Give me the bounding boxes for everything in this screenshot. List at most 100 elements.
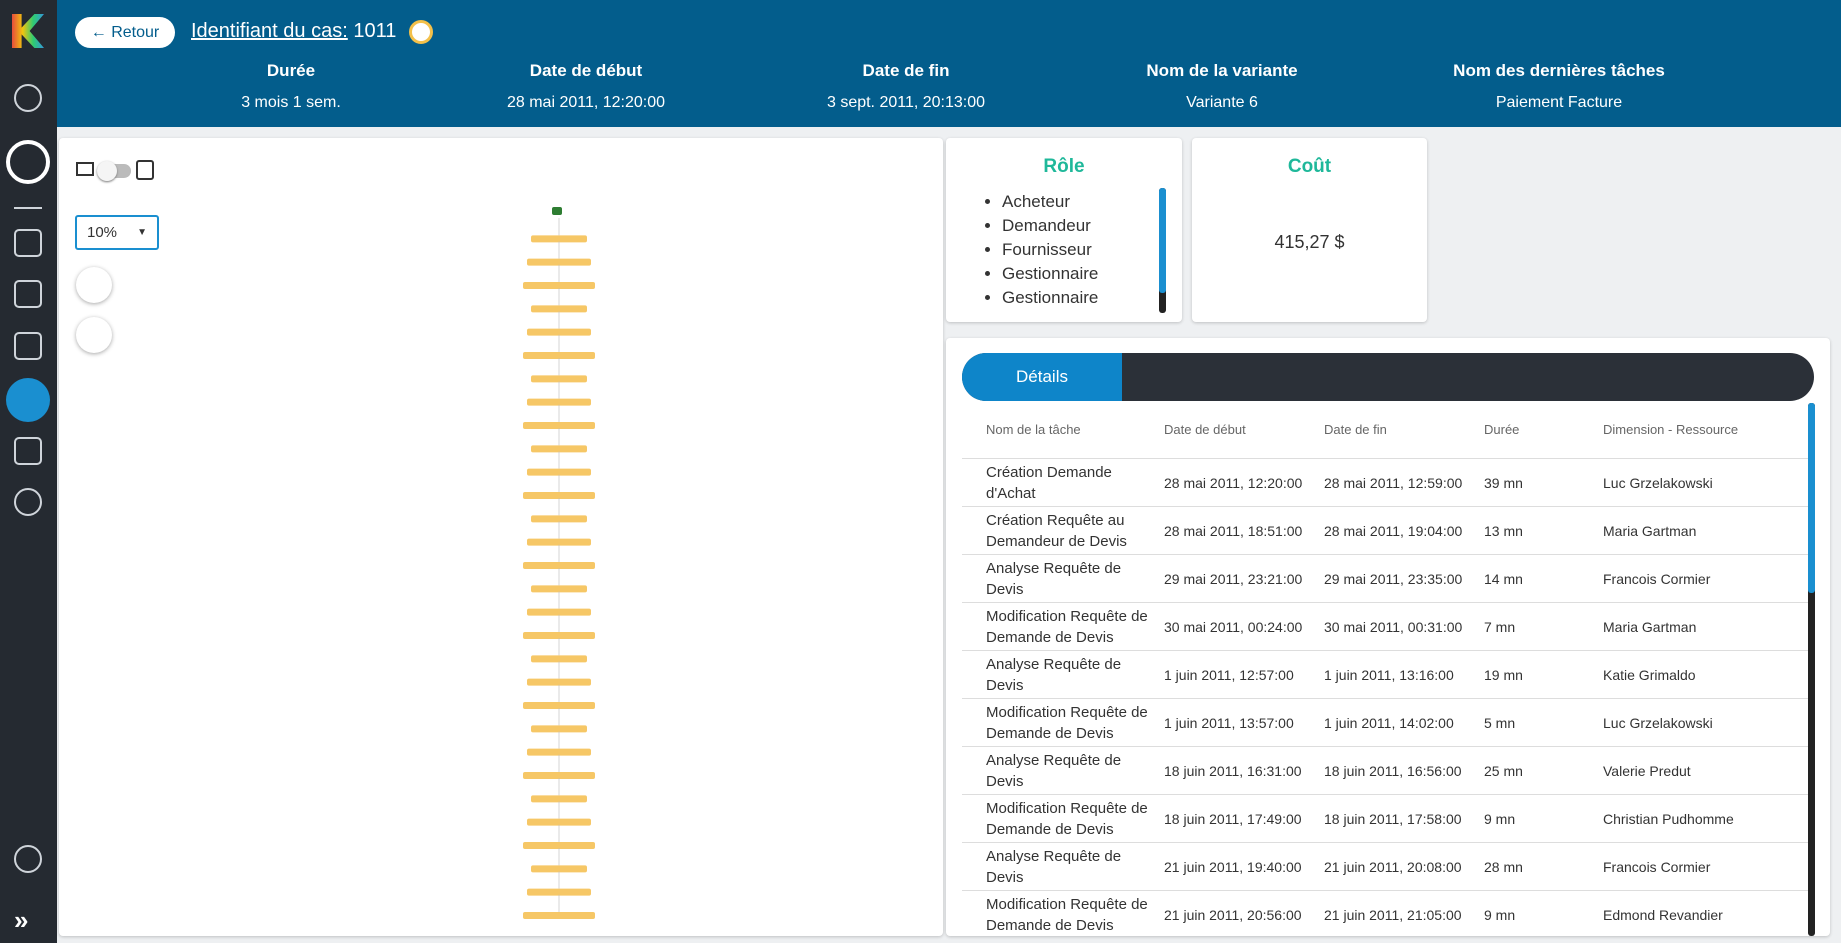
task-node xyxy=(531,375,587,383)
logo xyxy=(12,14,44,48)
nav-dashboard[interactable] xyxy=(14,229,42,257)
task-node xyxy=(527,888,591,896)
table-row: Analyse Requête de Devis 29 mai 2011, 23:… xyxy=(946,555,1830,603)
table-cell: 1 juin 2011, 14:02:00 xyxy=(1324,714,1454,731)
table-row: Modification Requête de Demande de Devis… xyxy=(946,795,1830,843)
row-divider xyxy=(962,842,1814,843)
column-header: Dimension - Ressource xyxy=(1603,422,1739,437)
details-panel: Détails Nom de la tâche Date de début Date… xyxy=(946,338,1830,936)
table-cell: Création Requête au Demandeur de Devis xyxy=(986,512,1127,550)
details-tab[interactable]: Détails xyxy=(962,353,1122,401)
task-node xyxy=(531,445,587,453)
table-cell: 28 mai 2011, 19:04:00 xyxy=(1324,522,1463,539)
task-node xyxy=(527,258,591,266)
table-cell: 18 juin 2011, 16:31:00 xyxy=(1164,762,1302,779)
task-node xyxy=(527,748,591,756)
table-cell: 21 juin 2011, 20:56:00 xyxy=(1164,906,1302,923)
table-cell: Modification Requête de Demande de Devis xyxy=(986,800,1148,838)
table-cell: Luc Grzelakowski xyxy=(1603,474,1713,491)
role-list: AcheteurDemandeurFournisseurGestionnaire… xyxy=(946,190,1098,310)
table-cell: Maria Gartman xyxy=(1603,618,1697,635)
table-cell: 1 juin 2011, 13:57:00 xyxy=(1164,714,1294,731)
row-divider xyxy=(962,890,1814,891)
task-node xyxy=(527,538,591,546)
view-toggle[interactable] xyxy=(97,161,131,181)
zoom-value: 10% xyxy=(87,224,118,241)
table-cell: Luc Grzelakowski xyxy=(1603,714,1713,731)
nav-settings[interactable] xyxy=(14,488,42,516)
rotate-button[interactable] xyxy=(76,317,112,353)
table-cell: Katie Grimaldo xyxy=(1603,666,1696,683)
table-cell: Modification Requête de Demande de Devis xyxy=(986,608,1148,646)
field-label: Nom de la variante xyxy=(1146,61,1298,80)
nav-check[interactable] xyxy=(14,437,42,465)
task-node xyxy=(531,725,587,733)
task-node xyxy=(527,818,591,826)
header: ← Retour Identifiant du cas: 1011 Durée 3… xyxy=(57,0,1841,127)
table-row: Analyse Requête de Devis 21 juin 2011, 19… xyxy=(946,843,1830,891)
row-divider xyxy=(962,746,1814,747)
help-icon[interactable] xyxy=(409,20,433,44)
start-node xyxy=(552,207,562,215)
nav-expand[interactable]: » xyxy=(14,905,29,935)
table-cell: 7 mn xyxy=(1484,618,1516,635)
nav-trends[interactable] xyxy=(14,332,42,360)
case-title: Identifiant du cas: 1011 xyxy=(191,20,396,43)
role-item: Gestionnaire xyxy=(1002,286,1098,310)
table-cell: 5 mn xyxy=(1484,714,1516,731)
field-value: Paiement Facture xyxy=(1495,94,1623,111)
task-node xyxy=(531,305,587,313)
task-node xyxy=(527,608,591,616)
table-cell: Edmond Revandier xyxy=(1603,906,1723,923)
cost-card: Coût 415,27 $ xyxy=(1192,138,1427,322)
case-label: Identifiant du cas: xyxy=(191,20,348,42)
table-cell: Christian Pudhomme xyxy=(1603,810,1734,827)
scrollbar xyxy=(1159,188,1166,313)
process-graph xyxy=(523,207,595,919)
role-item: Fournisseur xyxy=(1002,238,1098,262)
task-node xyxy=(523,772,595,779)
back-button[interactable]: ← Retour xyxy=(75,17,175,48)
table-cell: 28 mai 2011, 18:51:00 xyxy=(1164,522,1303,539)
table-cell: 30 mai 2011, 00:31:00 xyxy=(1324,618,1463,635)
table-cell: Analyse Requête de Devis xyxy=(986,560,1122,598)
field-label: Date de fin xyxy=(862,61,950,80)
sidebar: » xyxy=(0,0,57,943)
zoom-select[interactable]: 10% ▼ xyxy=(75,215,159,250)
task-node xyxy=(523,282,595,289)
scrollbar xyxy=(1808,403,1815,936)
table-cell: Analyse Requête de Devis xyxy=(986,848,1122,886)
table-row: Analyse Requête de Devis 1 juin 2011, 12:… xyxy=(946,651,1830,699)
graph-view-icon[interactable] xyxy=(76,162,94,176)
separator xyxy=(14,207,42,209)
nav-help[interactable] xyxy=(14,845,42,873)
list-view-icon[interactable] xyxy=(136,160,154,180)
role-item: Gestionnaire xyxy=(1002,262,1098,286)
table-row: Analyse Requête de Devis 18 juin 2011, 16… xyxy=(946,747,1830,795)
table-row: Création Demande d'Achat 28 mai 2011, 12:… xyxy=(946,459,1830,507)
table-cell: Modification Requête de Demande de Devis xyxy=(986,704,1148,742)
task-node xyxy=(531,865,587,873)
table-row: Modification Requête de Demande de Devis… xyxy=(946,891,1830,936)
nav-analysis-active[interactable] xyxy=(6,378,50,422)
fit-button[interactable] xyxy=(76,267,112,303)
table-cell: 25 mn xyxy=(1484,762,1523,779)
cost-title: Coût xyxy=(1287,156,1332,177)
nav-stats[interactable] xyxy=(14,280,42,308)
table-cell: Analyse Requête de Devis xyxy=(986,752,1122,790)
table-cell: 18 juin 2011, 16:56:00 xyxy=(1324,762,1462,779)
nav-tags[interactable] xyxy=(14,84,42,112)
table-row: Création Requête au Demandeur de Devis 28… xyxy=(946,507,1830,555)
task-node xyxy=(523,492,595,499)
table-cell: Francois Cormier xyxy=(1603,858,1711,875)
cost-value: 415,27 $ xyxy=(1274,232,1345,252)
process-panel: 10% ▼ xyxy=(59,138,943,936)
role-item: Acheteur xyxy=(1002,190,1098,214)
task-node xyxy=(531,235,587,243)
table-cell: 30 mai 2011, 00:24:00 xyxy=(1164,618,1303,635)
field-value: 3 sept. 2011, 20:13:00 xyxy=(826,94,986,111)
nav-profile[interactable] xyxy=(6,140,50,184)
task-node xyxy=(527,468,591,476)
table-cell: 19 mn xyxy=(1484,666,1523,683)
header-divider xyxy=(962,458,1814,459)
